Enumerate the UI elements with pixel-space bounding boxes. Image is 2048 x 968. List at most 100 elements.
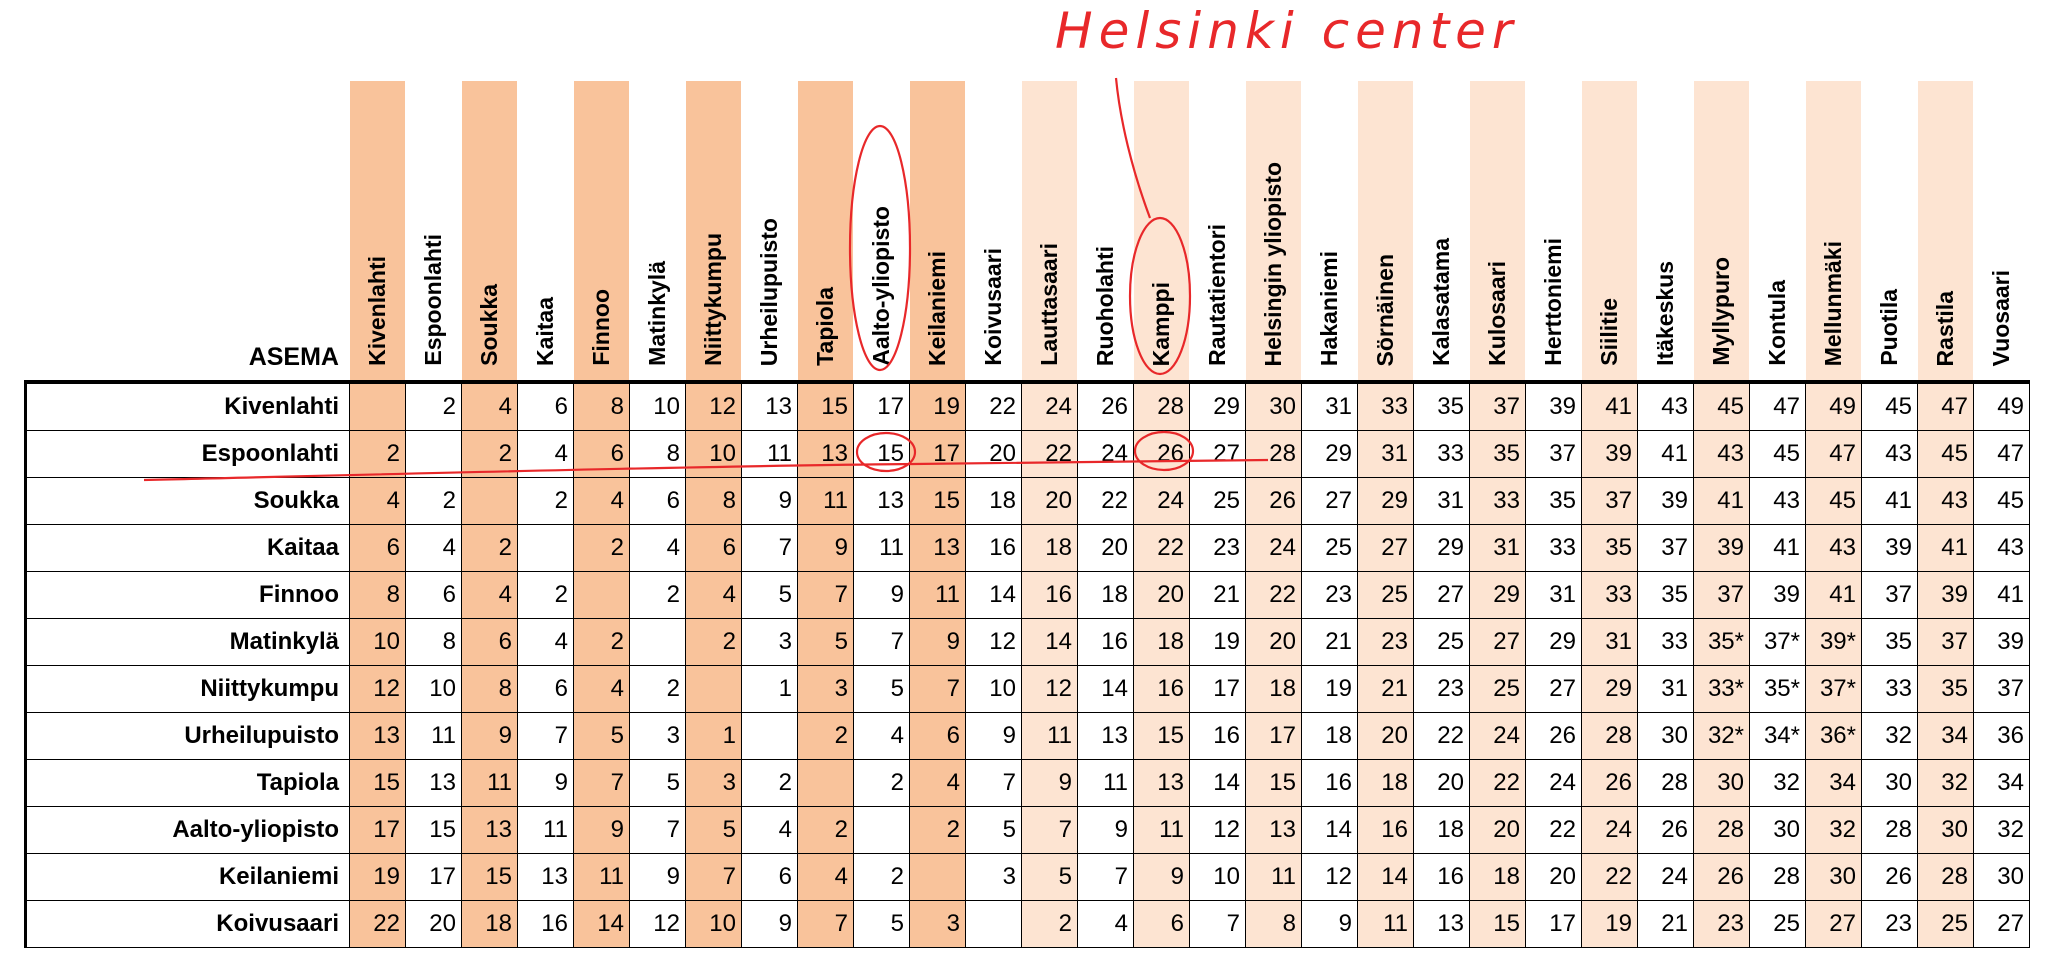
- time-cell: 41: [1581, 380, 1638, 431]
- time-cell: 29: [1413, 524, 1470, 572]
- column-header-text: Kalasatama: [1428, 238, 1454, 366]
- column-header: Puotila: [1861, 81, 1918, 382]
- column-header-text: Keilaniemi: [924, 250, 950, 366]
- time-cell: 39: [1581, 430, 1638, 478]
- time-cell: 37: [1469, 380, 1526, 431]
- time-cell: 7: [1189, 900, 1246, 948]
- time-cell: 6: [461, 618, 518, 666]
- time-cell: 5: [797, 618, 854, 666]
- row-header: Kaitaa: [24, 524, 350, 572]
- time-cell: 13: [461, 806, 518, 854]
- time-cell: 9: [965, 712, 1022, 760]
- time-cell: 9: [797, 524, 854, 572]
- row-header: Finnoo: [24, 571, 350, 619]
- time-cell: 31: [1581, 618, 1638, 666]
- time-cell: 24: [1245, 524, 1302, 572]
- time-cell: 11: [1021, 712, 1078, 760]
- time-cell: 27: [1525, 665, 1582, 713]
- time-cell: 4: [517, 618, 574, 666]
- time-cell: 20: [1133, 571, 1190, 619]
- time-cell: 8: [685, 477, 742, 525]
- time-cell: 13: [405, 759, 462, 807]
- row-header: Aalto-yliopisto: [24, 806, 350, 854]
- time-cell: 23: [1693, 900, 1750, 948]
- time-cell: 11: [1133, 806, 1190, 854]
- time-cell: 20: [1077, 524, 1134, 572]
- time-cell: 12: [965, 618, 1022, 666]
- time-cell: 8: [405, 618, 462, 666]
- time-cell: [405, 430, 462, 478]
- time-cell: 14: [573, 900, 630, 948]
- time-cell: 8: [573, 380, 630, 431]
- table-row: Soukka 4 2 2 4 6 8 9 11 13 15 18 20 22 24 25 26 27 29 31 33 3…: [24, 477, 2030, 525]
- time-cell: 24: [1021, 380, 1078, 431]
- column-header-text: Kivenlahti: [364, 256, 390, 366]
- time-cell: 26: [1861, 853, 1918, 901]
- time-cell: 15: [461, 853, 518, 901]
- time-cell: 15: [909, 477, 966, 525]
- time-cell: 22: [965, 380, 1022, 431]
- time-cell: 11: [573, 853, 630, 901]
- time-cell: 39: [1917, 571, 1974, 619]
- time-cell: 2: [629, 571, 686, 619]
- time-cell: 24: [1637, 853, 1694, 901]
- time-cell: 9: [573, 806, 630, 854]
- time-cell: 41: [1693, 477, 1750, 525]
- time-cell: 21: [1189, 571, 1246, 619]
- time-cell: 29: [1581, 665, 1638, 713]
- time-cell: 18: [1469, 853, 1526, 901]
- time-cell: 37*: [1749, 618, 1806, 666]
- time-cell: 39*: [1805, 618, 1862, 666]
- column-header-text: Siilitie: [1596, 298, 1622, 366]
- time-cell: 9: [461, 712, 518, 760]
- column-header: Espoonlahti: [405, 81, 462, 382]
- time-cell: 15: [1245, 759, 1302, 807]
- time-cell: 18: [1413, 806, 1470, 854]
- time-cell: 32: [1805, 806, 1862, 854]
- time-cell: 10: [685, 430, 742, 478]
- time-cell: 33: [1413, 430, 1470, 478]
- column-header-text: Myllypuro: [1708, 257, 1734, 366]
- time-cell: 43: [1637, 380, 1694, 431]
- table-row: Tapiola 15 13 11 9 7 5 3 2 2 4 7 9 11 13 14 15 16 18 20 22 24…: [24, 759, 2030, 807]
- time-cell: 3: [685, 759, 742, 807]
- time-cell: [629, 618, 686, 666]
- time-cell: [853, 806, 910, 854]
- time-cell: 27: [1301, 477, 1358, 525]
- table-row: Kaitaa 6 4 2 2 4 6 7 9 11 13 16 18 20 22 23 24 25 27 29 31 33…: [24, 524, 2030, 572]
- time-cell: 22: [1077, 477, 1134, 525]
- time-cell: 18: [1021, 524, 1078, 572]
- time-cell: 41: [1861, 477, 1918, 525]
- time-cell: 18: [1133, 618, 1190, 666]
- time-cell: 35: [1525, 477, 1582, 525]
- time-cell: 30: [1637, 712, 1694, 760]
- time-cell: 31: [1301, 380, 1358, 431]
- time-cell: 13: [909, 524, 966, 572]
- time-cell: 30: [1917, 806, 1974, 854]
- time-cell: 6: [405, 571, 462, 619]
- time-cell: 9: [629, 853, 686, 901]
- time-cell: 26: [1693, 853, 1750, 901]
- time-cell: 9: [1301, 900, 1358, 948]
- time-cell: 47: [1749, 380, 1806, 431]
- time-cell: 13: [517, 853, 574, 901]
- time-cell: 4: [629, 524, 686, 572]
- time-cell: 31: [1413, 477, 1470, 525]
- time-cell: 27: [1973, 900, 2030, 948]
- column-header-text: Helsingin yliopisto: [1260, 161, 1286, 366]
- time-cell: 10: [965, 665, 1022, 713]
- time-cell: 39: [1861, 524, 1918, 572]
- time-cell: 26: [1581, 759, 1638, 807]
- time-cell: 4: [461, 571, 518, 619]
- column-header: Urheilupuisto: [741, 81, 798, 382]
- time-cell: 2: [629, 665, 686, 713]
- time-cell: 16: [965, 524, 1022, 572]
- time-cell: 19: [349, 853, 406, 901]
- column-header: Aalto-yliopisto: [853, 81, 910, 382]
- time-cell: 4: [1077, 900, 1134, 948]
- column-header-text: Rautatientori: [1204, 224, 1230, 366]
- time-cell: 19: [1189, 618, 1246, 666]
- time-cell: 25: [1469, 665, 1526, 713]
- time-cell: 29: [1357, 477, 1414, 525]
